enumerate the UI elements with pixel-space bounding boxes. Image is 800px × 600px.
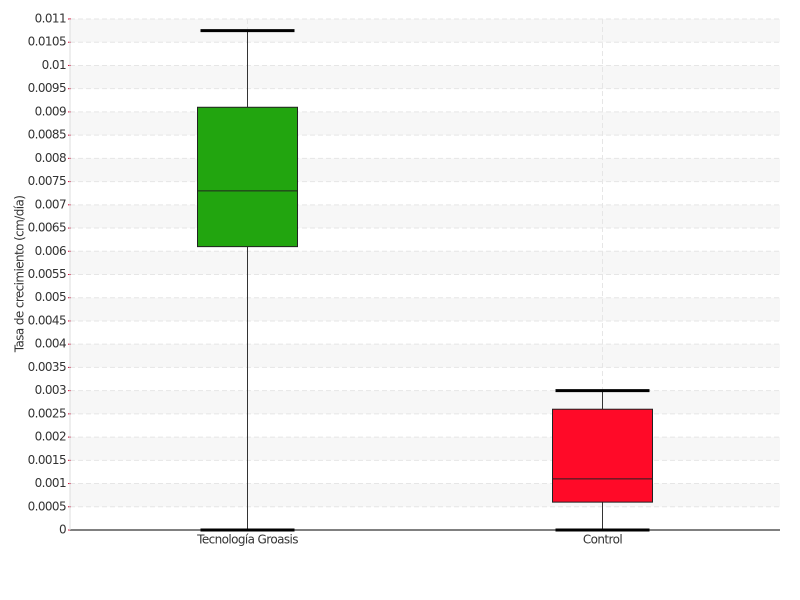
y-tick-label: 0.008 <box>35 151 66 165</box>
y-tick-label: 0.0005 <box>28 499 66 513</box>
y-tick-label: 0.01 <box>42 58 66 72</box>
y-tick-label: 0.001 <box>35 476 66 490</box>
grid-band <box>70 437 780 461</box>
x-tick-label: Control <box>583 533 622 547</box>
grid-band <box>70 19 780 43</box>
y-tick-label: 0.0035 <box>28 360 66 374</box>
grid-band <box>70 65 780 89</box>
grid-band <box>70 297 780 321</box>
grid-band <box>70 390 780 414</box>
y-tick-label: 0.005 <box>35 290 66 304</box>
y-tick-label: 0.007 <box>35 197 66 211</box>
y-axis-label: Tasa de crecimiento (cm/día) <box>13 196 27 354</box>
y-tick-label: 0.0055 <box>28 267 66 281</box>
y-tick-label: 0.009 <box>35 104 66 118</box>
y-tick-label: 0.0085 <box>28 128 66 142</box>
y-tick-label: 0.002 <box>35 430 66 444</box>
x-tick-label: Tecnología Groasis <box>196 533 298 547</box>
y-tick-label: 0.0095 <box>28 81 66 95</box>
grid-band <box>70 204 780 229</box>
box <box>197 106 298 248</box>
y-tick-label: 0 <box>59 523 66 537</box>
y-tick-label: 0.011 <box>35 12 66 26</box>
y-tick-label: 0.0065 <box>28 221 66 235</box>
grid-band <box>70 251 780 275</box>
y-tick-label: 0.0025 <box>28 406 66 420</box>
grid-band <box>70 344 780 368</box>
y-tick-label: 0.0075 <box>28 174 66 188</box>
y-tick-label: 0.0015 <box>28 453 66 467</box>
grid-band <box>70 158 780 182</box>
y-tick-label: 0.0105 <box>28 35 66 49</box>
y-tick-label: 0.0045 <box>28 313 66 327</box>
y-tick-label: 0.006 <box>35 244 66 258</box>
grid-band <box>70 483 780 507</box>
box <box>552 408 653 503</box>
grid-band <box>70 111 780 136</box>
y-tick-label: 0.003 <box>35 383 66 397</box>
y-tick-label: 0.004 <box>35 337 66 351</box>
